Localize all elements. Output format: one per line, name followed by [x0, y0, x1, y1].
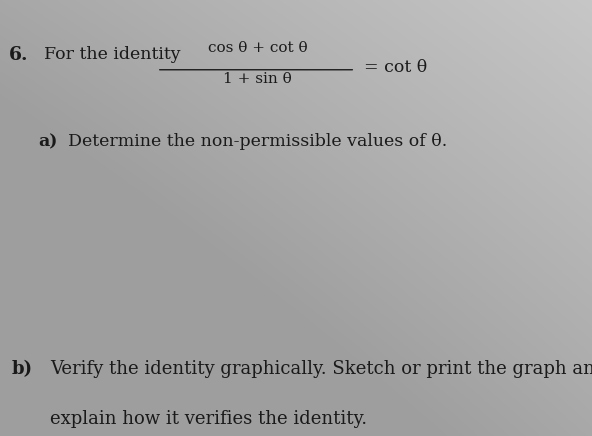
Text: 6.: 6. — [9, 46, 28, 64]
Text: For the identity: For the identity — [44, 46, 181, 63]
Text: = cot θ: = cot θ — [364, 59, 427, 76]
Text: explain how it verifies the identity.: explain how it verifies the identity. — [50, 410, 368, 428]
Text: Verify the identity graphically. Sketch or print the graph and: Verify the identity graphically. Sketch … — [50, 360, 592, 378]
Text: cos θ + cot θ: cos θ + cot θ — [208, 41, 307, 55]
Text: b): b) — [12, 360, 33, 378]
Text: Determine the non-permissible values of θ.: Determine the non-permissible values of … — [68, 133, 448, 150]
Text: a): a) — [38, 133, 58, 150]
Text: 1 + sin θ: 1 + sin θ — [223, 72, 292, 86]
